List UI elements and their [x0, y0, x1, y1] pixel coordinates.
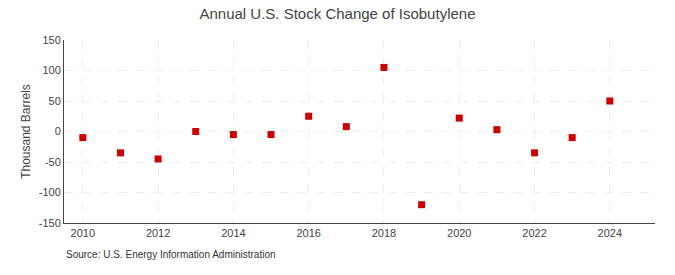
svg-text:150: 150: [42, 34, 60, 46]
svg-text:2018: 2018: [372, 227, 396, 239]
svg-text:0: 0: [55, 125, 61, 137]
svg-text:-100: -100: [39, 186, 61, 198]
svg-text:2022: 2022: [522, 227, 546, 239]
svg-text:Annual U.S. Stock Change of Is: Annual U.S. Stock Change of Isobutylene: [199, 5, 475, 22]
svg-text:100: 100: [42, 64, 60, 76]
svg-text:2012: 2012: [146, 227, 170, 239]
svg-text:-50: -50: [45, 156, 61, 168]
svg-text:2020: 2020: [447, 227, 471, 239]
svg-text:2010: 2010: [71, 227, 95, 239]
svg-text:2016: 2016: [296, 227, 320, 239]
svg-text:50: 50: [49, 95, 61, 107]
svg-text:2014: 2014: [221, 227, 245, 239]
svg-text:-150: -150: [39, 217, 61, 229]
svg-text:Thousand Barrels: Thousand Barrels: [19, 84, 33, 179]
svg-text:Source: U.S. Energy Informatio: Source: U.S. Energy Information Administ…: [66, 249, 276, 260]
svg-text:2024: 2024: [598, 227, 622, 239]
